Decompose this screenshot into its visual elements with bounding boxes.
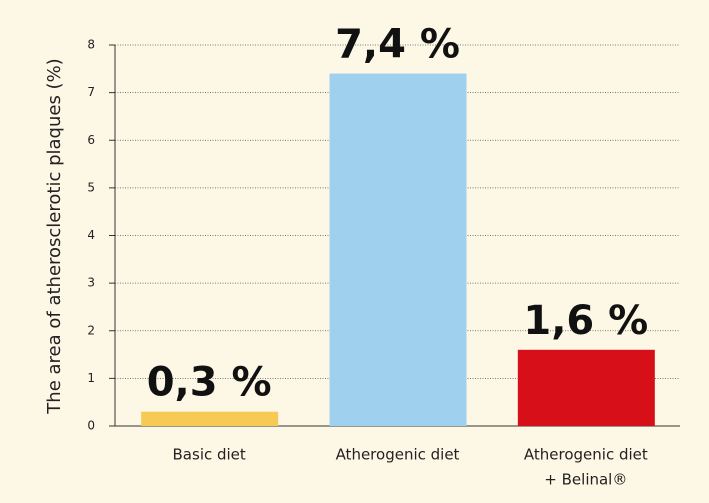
y-tick-label: 2 bbox=[87, 323, 95, 337]
x-tick-label: Atherogenic diet bbox=[336, 446, 460, 464]
y-tick-label: 7 bbox=[87, 85, 95, 99]
x-tick-label: Basic diet bbox=[173, 446, 246, 464]
bar bbox=[329, 73, 467, 426]
y-tick-label: 8 bbox=[87, 38, 95, 52]
y-tick-label: 0 bbox=[87, 419, 95, 433]
y-tick-label: 1 bbox=[87, 371, 95, 385]
y-axis-label: The area of atherosclerotic plaques (%) bbox=[44, 58, 65, 414]
bar bbox=[517, 349, 655, 426]
y-tick-label: 4 bbox=[87, 228, 95, 242]
x-tick-label: + Belinal® bbox=[544, 471, 627, 489]
value-label: 1,6 % bbox=[523, 298, 648, 344]
value-label: 7,4 % bbox=[335, 22, 460, 68]
value-label: 0,3 % bbox=[147, 360, 272, 406]
y-tick-label: 3 bbox=[87, 276, 95, 290]
bar bbox=[141, 411, 279, 426]
y-tick-label: 6 bbox=[87, 133, 95, 147]
y-tick-label: 5 bbox=[87, 180, 95, 194]
x-tick-label: Atherogenic diet bbox=[524, 446, 648, 464]
